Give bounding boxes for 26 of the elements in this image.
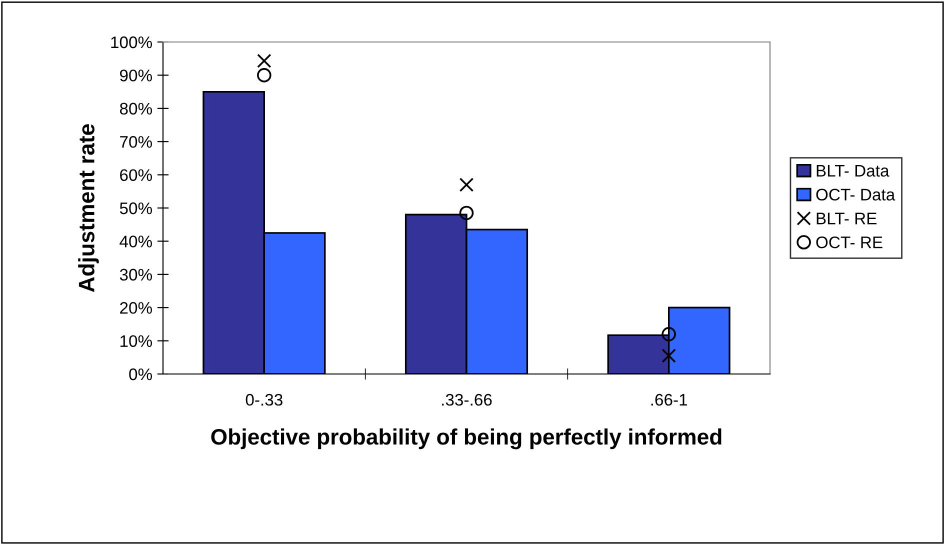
x-tick-label: .33-.66 — [442, 394, 492, 406]
point — [662, 348, 676, 363]
y-tick-label: 20% — [120, 302, 152, 314]
point — [257, 68, 272, 82]
y-tick-label: 60% — [120, 169, 152, 182]
point — [257, 54, 272, 68]
point — [459, 178, 474, 192]
y-tick-label: 30% — [120, 268, 152, 281]
y-tick-label: 90% — [120, 70, 152, 82]
y-tick-label: 0% — [129, 368, 152, 380]
x-axis-title: Objective probability of being perfectly informed — [211, 428, 722, 450]
y-tick-label: 10% — [120, 335, 152, 348]
y-axis-title: Adjustment rate — [78, 124, 99, 292]
legend-label: BLT- Data — [816, 165, 890, 177]
y-tick-label: 80% — [120, 102, 152, 115]
legend-label: BLT- RE — [816, 212, 877, 224]
x-tick-label: .66-1 — [651, 394, 688, 406]
y-tick-label: 50% — [120, 202, 152, 214]
y-tick-label: 40% — [120, 236, 152, 248]
legend-label: OCT- Data — [816, 188, 896, 201]
y-tick-label: 70% — [120, 136, 152, 148]
x-tick-label: 0-.33 — [246, 394, 282, 406]
y-tick-label: 100% — [111, 36, 152, 48]
point — [459, 206, 474, 220]
legend-label: OCT- RE — [816, 236, 882, 248]
point — [662, 327, 676, 342]
